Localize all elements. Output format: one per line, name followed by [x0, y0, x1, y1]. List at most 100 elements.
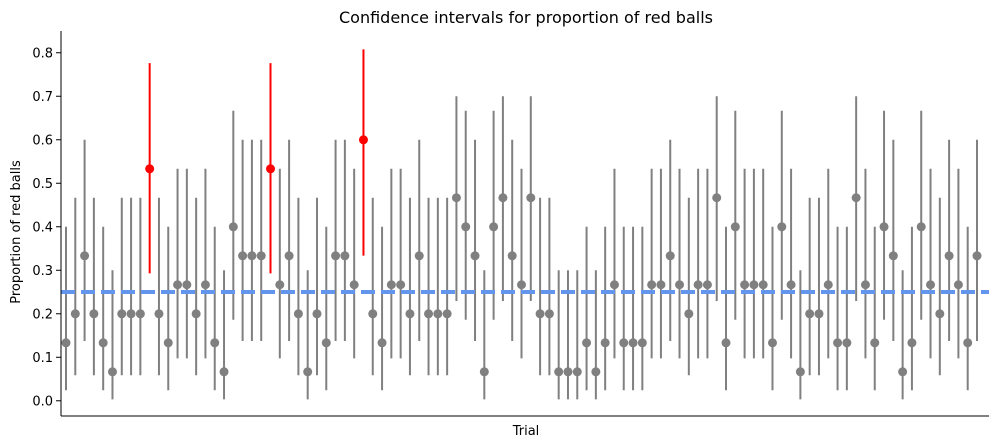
y-axis-label: Proportion of red balls — [9, 160, 24, 304]
point-estimate — [386, 280, 396, 290]
point-estimate — [284, 251, 294, 261]
point-estimate — [572, 367, 582, 377]
point-estimate — [647, 280, 657, 290]
point-estimate — [721, 338, 731, 348]
point-estimate — [135, 309, 145, 319]
point-estimate — [331, 251, 341, 261]
point-estimate — [321, 338, 331, 348]
point-estimate — [442, 309, 452, 319]
point-estimate — [898, 367, 908, 377]
point-estimate — [600, 338, 610, 348]
point-estimate — [851, 193, 861, 203]
y-tick-label: 0.7 — [32, 90, 53, 105]
point-estimate — [312, 309, 322, 319]
point-estimate — [935, 309, 945, 319]
point-estimate — [675, 280, 685, 290]
point-estimate — [191, 309, 201, 319]
y-tick-label: 0.8 — [32, 46, 53, 61]
point-estimate — [563, 367, 573, 377]
point-estimate — [591, 367, 601, 377]
point-estimate — [200, 280, 210, 290]
point-estimate — [656, 280, 666, 290]
point-estimate — [368, 309, 378, 319]
point-estimate — [582, 338, 592, 348]
point-estimate — [70, 309, 80, 319]
y-ticks: 0.0 0.1 0.2 0.3 0.4 0.5 0.6 0.7 0.8 — [32, 46, 61, 409]
point-estimate — [238, 251, 248, 261]
point-estimate — [80, 251, 90, 261]
point-estimate — [619, 338, 629, 348]
point-estimate — [145, 164, 155, 174]
point-estimate — [637, 338, 647, 348]
point-estimate — [182, 280, 192, 290]
point-estimate — [833, 338, 843, 348]
point-estimate — [173, 280, 183, 290]
y-tick-label: 0.6 — [32, 133, 53, 148]
point-estimate — [498, 193, 508, 203]
point-estimate — [126, 309, 136, 319]
point-estimate — [507, 251, 517, 261]
point-estimate — [61, 338, 71, 348]
point-estimate — [358, 135, 368, 145]
point-estimate — [340, 251, 350, 261]
point-estimate — [517, 280, 526, 290]
y-tick-label: 0.5 — [32, 177, 53, 192]
y-tick-label: 0.4 — [32, 220, 53, 235]
point-estimate — [451, 193, 461, 203]
y-tick-label: 0.0 — [32, 394, 53, 409]
point-estimate — [767, 338, 777, 348]
point-estimate — [842, 338, 852, 348]
point-estimate — [377, 338, 387, 348]
point-estimate — [963, 338, 973, 348]
point-estimate — [303, 367, 313, 377]
point-estimate — [107, 367, 117, 377]
point-estimate — [888, 251, 898, 261]
point-estimate — [479, 367, 489, 377]
y-tick-label: 0.2 — [32, 307, 53, 322]
point-estimate — [98, 338, 108, 348]
point-estimate — [266, 164, 276, 174]
point-estimate — [293, 309, 303, 319]
point-estimate — [879, 222, 889, 232]
point-estimate — [805, 309, 815, 319]
point-estimate — [628, 338, 638, 348]
point-estimate — [702, 280, 712, 290]
point-estimate — [814, 309, 824, 319]
point-estimate — [535, 309, 545, 319]
point-estimate — [740, 280, 750, 290]
point-estimate — [749, 280, 759, 290]
point-estimate — [526, 193, 536, 203]
point-estimate — [777, 222, 787, 232]
point-estimate — [89, 309, 99, 319]
point-estimate — [953, 280, 963, 290]
y-tick-label: 0.1 — [32, 351, 53, 366]
point-estimate — [219, 367, 229, 377]
point-estimate — [210, 338, 220, 348]
point-estimate — [823, 280, 833, 290]
point-estimate — [349, 280, 359, 290]
point-estimate — [228, 222, 238, 232]
point-estimate — [795, 367, 805, 377]
point-estimate — [860, 280, 870, 290]
point-estimate — [414, 251, 424, 261]
point-estimate — [433, 309, 443, 319]
x-axis-label: Trial — [512, 424, 540, 439]
point-estimate — [275, 280, 285, 290]
point-estimate — [256, 251, 266, 261]
point-estimate — [247, 251, 257, 261]
point-estimate — [786, 280, 796, 290]
point-estimate — [163, 338, 173, 348]
point-estimate — [870, 338, 880, 348]
point-estimate — [712, 193, 722, 203]
point-estimate — [972, 251, 982, 261]
y-tick-label: 0.3 — [32, 264, 53, 279]
point-estimate — [405, 309, 415, 319]
point-estimate — [554, 367, 564, 377]
point-estimate — [396, 280, 406, 290]
point-estimate — [117, 309, 127, 319]
point-estimate — [470, 251, 480, 261]
point-estimate — [424, 309, 434, 319]
point-estimates — [61, 135, 982, 377]
point-estimate — [916, 222, 926, 232]
